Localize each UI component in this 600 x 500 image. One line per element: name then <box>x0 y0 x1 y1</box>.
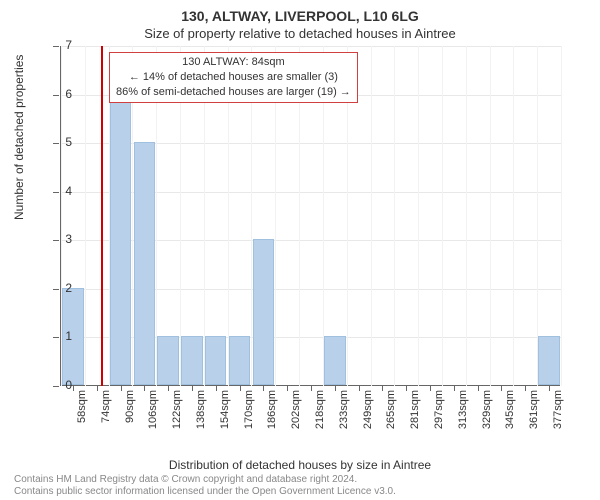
vgrid-line <box>490 46 491 386</box>
y-tick-label: 4 <box>42 184 72 198</box>
chart-container: 130, ALTWAY, LIVERPOOL, L10 6LG Size of … <box>0 0 600 500</box>
x-tick-label: 329sqm <box>481 390 493 440</box>
x-tick <box>287 385 288 391</box>
y-tick-label: 1 <box>42 329 72 343</box>
x-tick-label: 249sqm <box>362 390 374 440</box>
annotation-box: 130 ALTWAY: 84sqm← 14% of detached house… <box>109 52 358 103</box>
x-tick-label: 170sqm <box>243 390 255 440</box>
x-tick-label: 377sqm <box>552 390 564 440</box>
vgrid-line <box>513 46 514 386</box>
x-tick <box>430 385 431 391</box>
x-tick <box>382 385 383 391</box>
x-tick <box>335 385 336 391</box>
vgrid-line <box>466 46 467 386</box>
x-tick-label: 58sqm <box>76 390 88 440</box>
x-tick-label: 361sqm <box>528 390 540 440</box>
x-tick-label: 90sqm <box>124 390 136 440</box>
x-tick <box>73 385 74 391</box>
annotation-line-1: 130 ALTWAY: 84sqm <box>116 55 351 70</box>
reference-line <box>101 46 103 386</box>
vgrid-line <box>537 46 538 386</box>
annotation-line-3: 86% of semi-detached houses are larger (… <box>116 85 351 100</box>
histogram-bar <box>229 336 250 385</box>
x-tick-label: 265sqm <box>385 390 397 440</box>
x-tick-label: 154sqm <box>219 390 231 440</box>
vgrid-line <box>442 46 443 386</box>
x-tick <box>144 385 145 391</box>
x-tick <box>478 385 479 391</box>
x-axis-label: Distribution of detached houses by size … <box>0 458 600 472</box>
x-tick-label: 233sqm <box>338 390 350 440</box>
x-tick <box>311 385 312 391</box>
x-tick <box>501 385 502 391</box>
x-tick-label: 186sqm <box>266 390 278 440</box>
histogram-bar <box>157 336 178 385</box>
footnote: Contains HM Land Registry data © Crown c… <box>14 474 396 498</box>
x-tick-label: 313sqm <box>457 390 469 440</box>
histogram-bar <box>181 336 202 385</box>
x-tick <box>240 385 241 391</box>
y-axis-label: Number of detached properties <box>12 55 26 220</box>
hgrid-line <box>61 46 561 47</box>
histogram-bar <box>110 94 131 385</box>
plot-area: 58sqm74sqm90sqm106sqm122sqm138sqm154sqm1… <box>60 46 560 386</box>
x-tick <box>549 385 550 391</box>
vgrid-line <box>394 46 395 386</box>
x-tick-label: 281sqm <box>409 390 421 440</box>
x-tick <box>192 385 193 391</box>
x-tick <box>168 385 169 391</box>
chart-title-sub: Size of property relative to detached ho… <box>0 24 600 41</box>
annotation-line-2: ← 14% of detached houses are smaller (3) <box>116 70 351 85</box>
y-tick-label: 7 <box>42 38 72 52</box>
x-tick-label: 138sqm <box>195 390 207 440</box>
x-tick-label: 297sqm <box>433 390 445 440</box>
vgrid-line <box>561 46 562 386</box>
footnote-line-2: Contains public sector information licen… <box>14 486 396 498</box>
x-tick-label: 122sqm <box>171 390 183 440</box>
x-tick-label: 218sqm <box>314 390 326 440</box>
x-tick <box>97 385 98 391</box>
y-tick-label: 6 <box>42 87 72 101</box>
x-tick <box>454 385 455 391</box>
x-tick <box>406 385 407 391</box>
x-tick <box>525 385 526 391</box>
y-tick-label: 2 <box>42 281 72 295</box>
histogram-bar <box>134 142 155 385</box>
x-tick <box>263 385 264 391</box>
vgrid-line <box>85 46 86 386</box>
chart-area: 58sqm74sqm90sqm106sqm122sqm138sqm154sqm1… <box>60 46 580 406</box>
chart-title-main: 130, ALTWAY, LIVERPOOL, L10 6LG <box>0 0 600 24</box>
histogram-bar <box>324 336 345 385</box>
x-tick-label: 74sqm <box>100 390 112 440</box>
y-tick-label: 3 <box>42 232 72 246</box>
x-tick <box>121 385 122 391</box>
histogram-bar <box>538 336 559 385</box>
footnote-line-1: Contains HM Land Registry data © Crown c… <box>14 474 396 486</box>
x-tick-label: 202sqm <box>290 390 302 440</box>
histogram-bar <box>253 239 274 385</box>
y-tick-label: 5 <box>42 135 72 149</box>
x-tick <box>216 385 217 391</box>
x-tick <box>359 385 360 391</box>
histogram-bar <box>205 336 226 385</box>
vgrid-line <box>371 46 372 386</box>
y-tick-label: 0 <box>42 378 72 392</box>
x-tick-label: 106sqm <box>147 390 159 440</box>
vgrid-line <box>418 46 419 386</box>
x-tick-label: 345sqm <box>504 390 516 440</box>
